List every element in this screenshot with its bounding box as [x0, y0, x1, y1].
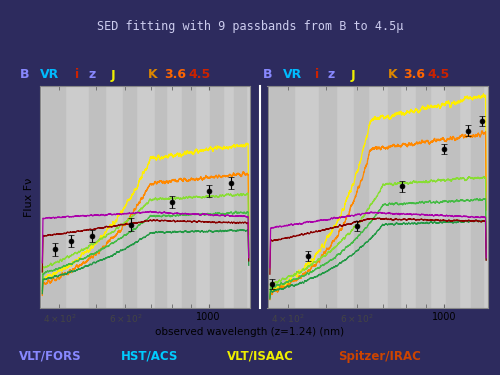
- Text: Spitzer/IRAC: Spitzer/IRAC: [338, 350, 421, 363]
- Bar: [182, 86, 195, 308]
- Bar: [270, 86, 294, 308]
- Text: observed wavelength (z=1.24) (nm): observed wavelength (z=1.24) (nm): [156, 327, 344, 337]
- Text: VLT/FORS: VLT/FORS: [18, 350, 82, 363]
- Bar: [388, 86, 400, 308]
- Text: i: i: [316, 69, 320, 81]
- Text: 3.6: 3.6: [164, 69, 186, 81]
- Bar: [416, 86, 430, 308]
- Text: K: K: [388, 69, 398, 81]
- Bar: [234, 86, 246, 308]
- Bar: [471, 86, 484, 308]
- Bar: [210, 86, 222, 308]
- Text: z: z: [328, 69, 335, 81]
- Text: SED fitting with 9 passbands from B to 4.5μ: SED fitting with 9 passbands from B to 4…: [97, 20, 403, 33]
- Bar: [319, 86, 336, 308]
- Text: z: z: [89, 69, 96, 81]
- Text: 3.6: 3.6: [403, 69, 425, 81]
- Bar: [89, 86, 105, 308]
- Text: VLT/ISAAC: VLT/ISAAC: [226, 350, 294, 363]
- Bar: [122, 86, 136, 308]
- Text: i: i: [76, 69, 80, 81]
- Bar: [446, 86, 459, 308]
- Text: B: B: [20, 69, 30, 81]
- Text: VR: VR: [40, 69, 60, 81]
- Text: HST/ACS: HST/ACS: [122, 350, 178, 363]
- Bar: [155, 86, 166, 308]
- Y-axis label: Flux Fν: Flux Fν: [24, 177, 34, 217]
- Text: J: J: [350, 69, 355, 81]
- Text: B: B: [263, 69, 272, 81]
- Text: 4.5: 4.5: [189, 69, 211, 81]
- Text: K: K: [148, 69, 158, 81]
- Text: J: J: [110, 69, 115, 81]
- Text: 4.5: 4.5: [428, 69, 450, 81]
- Bar: [42, 86, 66, 308]
- Bar: [354, 86, 368, 308]
- Text: VR: VR: [283, 69, 302, 81]
